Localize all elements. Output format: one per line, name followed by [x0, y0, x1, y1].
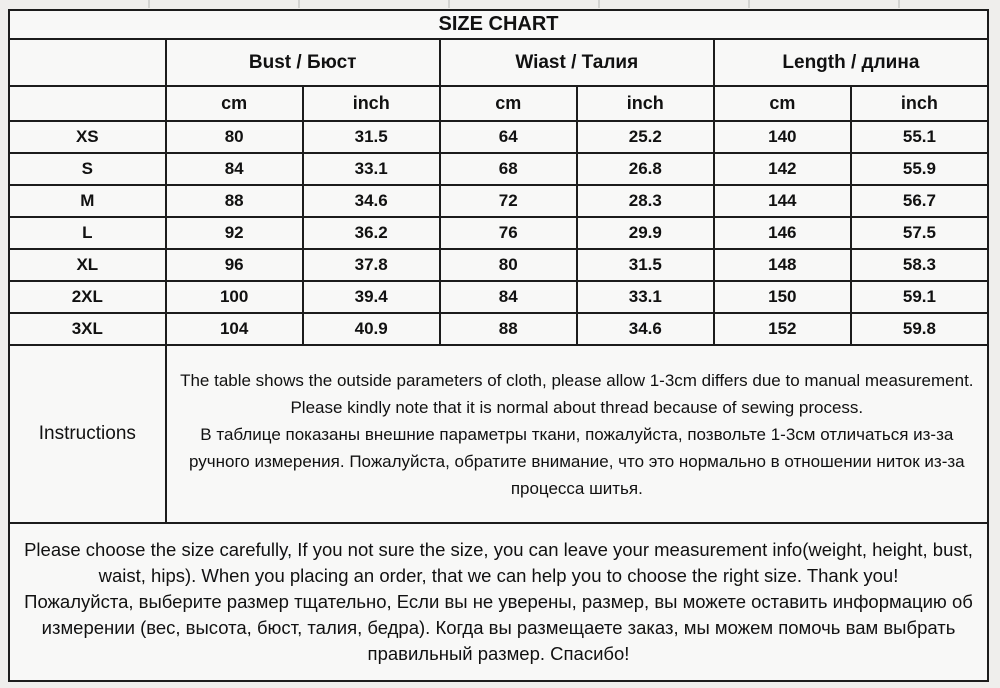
column-group-bust: Bust / Бюст: [164, 38, 441, 87]
value-cell: 100: [164, 280, 304, 314]
value-cell: 25.2: [575, 120, 715, 154]
size-label: 3XL: [8, 312, 167, 346]
value-cell: 84: [164, 152, 304, 186]
size-label: L: [8, 216, 167, 250]
table-row-xs: XS 80 31.5 64 25.2 140 55.1: [8, 120, 990, 154]
footer-note: Please choose the size carefully, If you…: [8, 522, 989, 682]
value-cell: 59.8: [849, 312, 990, 346]
value-cell: 56.7: [849, 184, 990, 218]
value-cell: 92: [164, 216, 304, 250]
value-cell: 142: [712, 152, 852, 186]
instructions-label: Instructions: [8, 344, 167, 524]
size-label: M: [8, 184, 167, 218]
table-row-2xl: 2XL 100 39.4 84 33.1 150 59.1: [8, 280, 990, 314]
instructions-text-ru: В таблице показаны внешние параметры тка…: [188, 424, 965, 498]
unit-header: cm: [164, 85, 304, 122]
value-cell: 68: [438, 152, 578, 186]
unit-header: inch: [301, 85, 441, 122]
value-cell: 88: [164, 184, 304, 218]
unit-header: inch: [849, 85, 990, 122]
value-cell: 55.1: [849, 120, 990, 154]
value-cell: 40.9: [301, 312, 441, 346]
value-cell: 59.1: [849, 280, 990, 314]
value-cell: 31.5: [575, 248, 715, 282]
value-cell: 80: [164, 120, 304, 154]
unit-header: inch: [575, 85, 715, 122]
value-cell: 140: [712, 120, 852, 154]
value-cell: 33.1: [301, 152, 441, 186]
value-cell: 37.8: [301, 248, 441, 282]
value-cell: 34.6: [301, 184, 441, 218]
instructions-text: The table shows the outside parameters o…: [164, 344, 990, 524]
value-cell: 31.5: [301, 120, 441, 154]
value-cell: 152: [712, 312, 852, 346]
title-row: SIZE CHART: [8, 9, 989, 40]
value-cell: 144: [712, 184, 852, 218]
value-cell: 96: [164, 248, 304, 282]
value-cell: 28.3: [575, 184, 715, 218]
table-row-xl: XL 96 37.8 80 31.5 148 58.3: [8, 248, 990, 282]
instructions-text-en: The table shows the outside parameters o…: [180, 370, 974, 417]
size-chart-table: SIZE CHART Bust / Бюст Wiast / Талия Len…: [8, 9, 990, 682]
value-cell: 29.9: [575, 216, 715, 250]
size-label: XL: [8, 248, 167, 282]
measurement-group-row: Bust / Бюст Wiast / Талия Length / длина: [8, 38, 990, 87]
value-cell: 104: [164, 312, 304, 346]
page-title: SIZE CHART: [8, 9, 989, 40]
value-cell: 72: [438, 184, 578, 218]
value-cell: 57.5: [849, 216, 990, 250]
table-row-m: M 88 34.6 72 28.3 144 56.7: [8, 184, 990, 218]
size-label: S: [8, 152, 167, 186]
value-cell: 39.4: [301, 280, 441, 314]
units-row: cm inch cm inch cm inch: [8, 85, 990, 122]
table-row-l: L 92 36.2 76 29.9 146 57.5: [8, 216, 990, 250]
spreadsheet-gridline-remnants: [0, 0, 1000, 8]
corner-cell: [8, 38, 167, 87]
value-cell: 34.6: [575, 312, 715, 346]
footer-note-en: Please choose the size carefully, If you…: [24, 539, 973, 586]
value-cell: 148: [712, 248, 852, 282]
corner-cell: [8, 85, 167, 122]
value-cell: 88: [438, 312, 578, 346]
column-group-waist: Wiast / Талия: [438, 38, 715, 87]
unit-header: cm: [712, 85, 852, 122]
table-row-3xl: 3XL 104 40.9 88 34.6 152 59.8: [8, 312, 990, 346]
value-cell: 76: [438, 216, 578, 250]
value-cell: 33.1: [575, 280, 715, 314]
instructions-row: Instructions The table shows the outside…: [8, 344, 990, 524]
value-cell: 80: [438, 248, 578, 282]
size-label: XS: [8, 120, 167, 154]
footer-note-row: Please choose the size carefully, If you…: [8, 522, 989, 682]
value-cell: 150: [712, 280, 852, 314]
value-cell: 146: [712, 216, 852, 250]
value-cell: 55.9: [849, 152, 990, 186]
footer-note-ru: Пожалуйста, выберите размер тщательно, Е…: [24, 591, 973, 664]
value-cell: 26.8: [575, 152, 715, 186]
size-label: 2XL: [8, 280, 167, 314]
unit-header: cm: [438, 85, 578, 122]
column-group-length: Length / длина: [712, 38, 990, 87]
table-row-s: S 84 33.1 68 26.8 142 55.9: [8, 152, 990, 186]
value-cell: 64: [438, 120, 578, 154]
value-cell: 58.3: [849, 248, 990, 282]
value-cell: 84: [438, 280, 578, 314]
value-cell: 36.2: [301, 216, 441, 250]
